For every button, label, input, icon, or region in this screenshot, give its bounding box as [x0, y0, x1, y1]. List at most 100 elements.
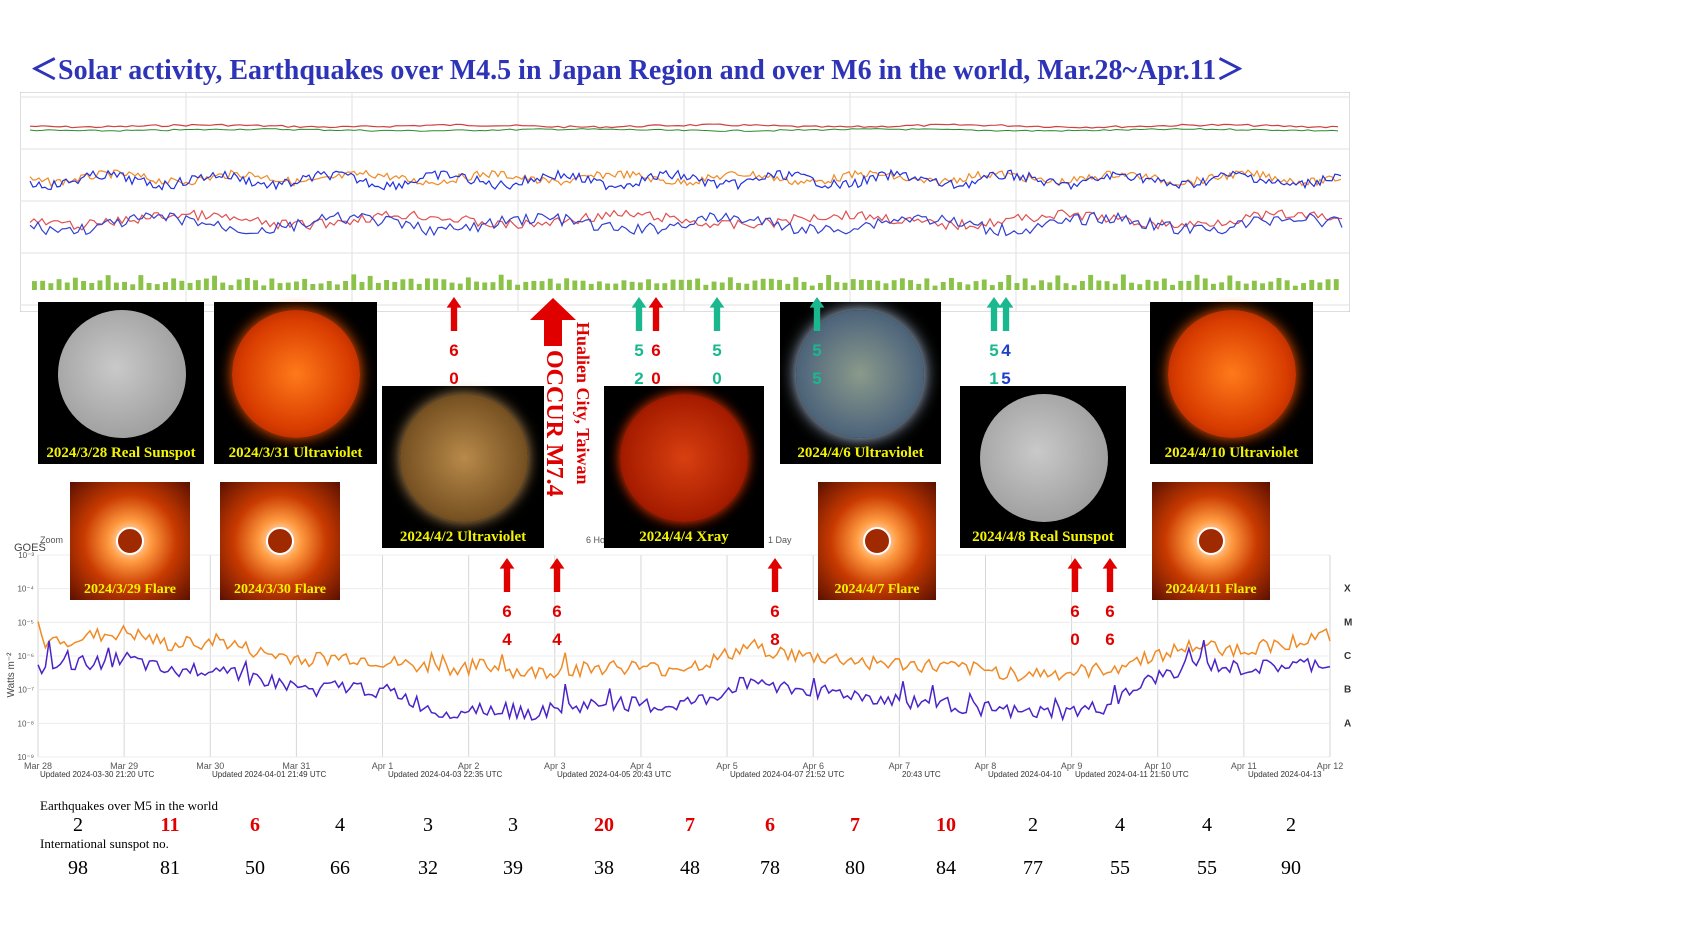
kp-bar: [498, 274, 504, 290]
kp-bar: [687, 279, 692, 290]
kp-bar: [163, 282, 168, 290]
y-tick-label: 10⁻⁵: [18, 618, 34, 627]
panel-2024-3-29-flare: 2024/3/29 Flare: [70, 482, 190, 600]
panel-2024-4-11-flare: 2024/4/11 Flare: [1152, 482, 1270, 600]
updated-label: Updated 2024-04-03 22:35 UTC: [388, 770, 503, 779]
kp-bar: [768, 278, 774, 290]
sunspot-count: 55: [1197, 857, 1217, 879]
x-tick-label: Apr 11: [1231, 761, 1257, 771]
y-tick-label: 10⁻³: [18, 551, 34, 560]
kp-bar: [351, 274, 357, 290]
kp-bar: [1022, 278, 1028, 290]
kp-bar: [465, 277, 471, 290]
kp-bar: [556, 283, 561, 290]
kp-bar: [891, 280, 897, 290]
kp-bar: [1006, 275, 1012, 290]
panel-2024-3-28-sunspot: 2024/3/28 Real Sunspot: [38, 302, 204, 464]
panel-caption: 2024/4/2 Ultraviolet: [399, 529, 527, 545]
kp-bar: [113, 282, 119, 290]
sunspot-count: 98: [68, 857, 88, 879]
kp-bar: [834, 282, 840, 290]
kp-bar: [809, 285, 815, 290]
kp-bar: [40, 280, 46, 290]
kp-bar: [1047, 282, 1053, 290]
kp-bar: [72, 277, 78, 290]
occulter-disk-icon: [266, 527, 294, 555]
sunspot-count: 78: [760, 857, 780, 879]
kp-bar: [899, 278, 905, 290]
kp-bar: [154, 284, 160, 290]
kp-bar: [654, 283, 660, 290]
kp-bar: [302, 278, 308, 290]
kp-bar: [744, 283, 750, 290]
earthquake-count: 3: [508, 814, 518, 836]
chart-toolbar-label[interactable]: 6 Hour: [586, 535, 613, 545]
panel-caption: 2024/4/11 Flare: [1165, 582, 1257, 597]
x-tick-label: Mar 28: [24, 761, 52, 771]
kp-bar: [695, 278, 701, 290]
x-tick-label: Mar 29: [110, 761, 138, 771]
kp-bar: [1260, 283, 1265, 290]
kp-bar: [1096, 280, 1102, 290]
earthquake-count: 2: [73, 814, 83, 836]
sunspot-count: 84: [936, 857, 956, 879]
updated-label: Updated 2024-04-07 21:52 UTC: [730, 770, 845, 779]
kp-bar: [703, 284, 709, 290]
kp-bar: [1170, 284, 1175, 290]
kp-bar: [146, 283, 152, 290]
kp-bar: [646, 279, 651, 290]
kp-bar: [596, 281, 602, 290]
goes-xray-chart: GOES Watts m⁻² 10⁻⁹ 10⁻⁸ 10⁻⁷ 10⁻⁶ 10⁻⁵ 10⁻⁴ 1…: [0, 525, 1360, 780]
kp-bar: [1317, 282, 1323, 290]
sunspot-count: 38: [594, 857, 614, 879]
xray-series-line: [37, 621, 1331, 683]
kp-bar: [1104, 281, 1110, 290]
kp-bar: [1178, 280, 1184, 290]
kp-bar: [285, 282, 291, 290]
kp-bar: [1063, 283, 1069, 290]
kp-bar: [64, 282, 70, 290]
panel-2024-4-4-xray: 2024/4/4 Xray: [604, 386, 764, 548]
kp-bar: [1276, 278, 1282, 290]
y-tick-label: 10⁻⁹: [17, 753, 34, 762]
kp-bar: [515, 284, 520, 290]
kp-bar: [858, 279, 864, 290]
x-tick-label: Apr 6: [802, 761, 824, 771]
kp-bar: [1030, 285, 1036, 290]
kp-bar: [359, 282, 365, 290]
kp-bar: [457, 283, 463, 290]
kp-bar: [752, 280, 758, 290]
kp-bar: [56, 279, 62, 290]
kp-bar: [727, 277, 733, 290]
xray-series-line: [37, 639, 1331, 722]
x-tick-label: Apr 9: [1061, 761, 1083, 771]
chart-toolbar-label[interactable]: Zoom: [40, 535, 63, 545]
kp-bar: [637, 282, 643, 290]
kp-bar: [1055, 275, 1061, 290]
kp-bar: [531, 280, 537, 290]
earthquake-count: 2: [1286, 814, 1296, 836]
flare-class-label: A: [1344, 718, 1351, 729]
kp-bar: [1211, 283, 1216, 290]
kp-bar: [326, 281, 332, 290]
sun-disk-icon: [232, 310, 360, 438]
sun-disk-icon: [620, 394, 748, 522]
kp-bar: [48, 283, 54, 290]
updated-label: Updated 2024-04-11 21:50 UTC: [1075, 770, 1189, 779]
kp-bar: [940, 282, 946, 290]
kp-bar: [343, 281, 348, 290]
kp-bar: [867, 280, 872, 290]
chart-toolbar-label[interactable]: 1 Day: [768, 535, 792, 545]
kp-bar: [793, 277, 799, 290]
kp-bar: [203, 278, 209, 290]
sun-disk-icon: [980, 394, 1108, 522]
kp-bar: [261, 285, 267, 290]
kp-bar: [1137, 284, 1143, 290]
x-tick-label: Apr 8: [975, 761, 997, 771]
kp-bar: [81, 281, 86, 290]
x-tick-label: Apr 3: [544, 761, 566, 771]
occulter-disk-icon: [1197, 527, 1225, 555]
